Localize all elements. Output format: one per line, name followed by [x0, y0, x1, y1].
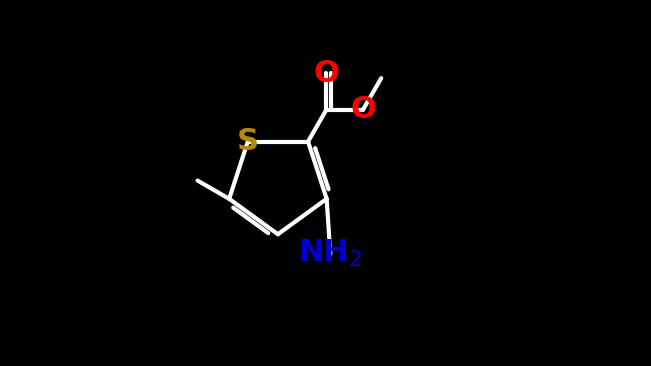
Text: S: S [237, 127, 259, 156]
Text: O: O [350, 96, 376, 124]
Text: NH$_2$: NH$_2$ [298, 238, 363, 269]
Text: O: O [313, 59, 339, 88]
